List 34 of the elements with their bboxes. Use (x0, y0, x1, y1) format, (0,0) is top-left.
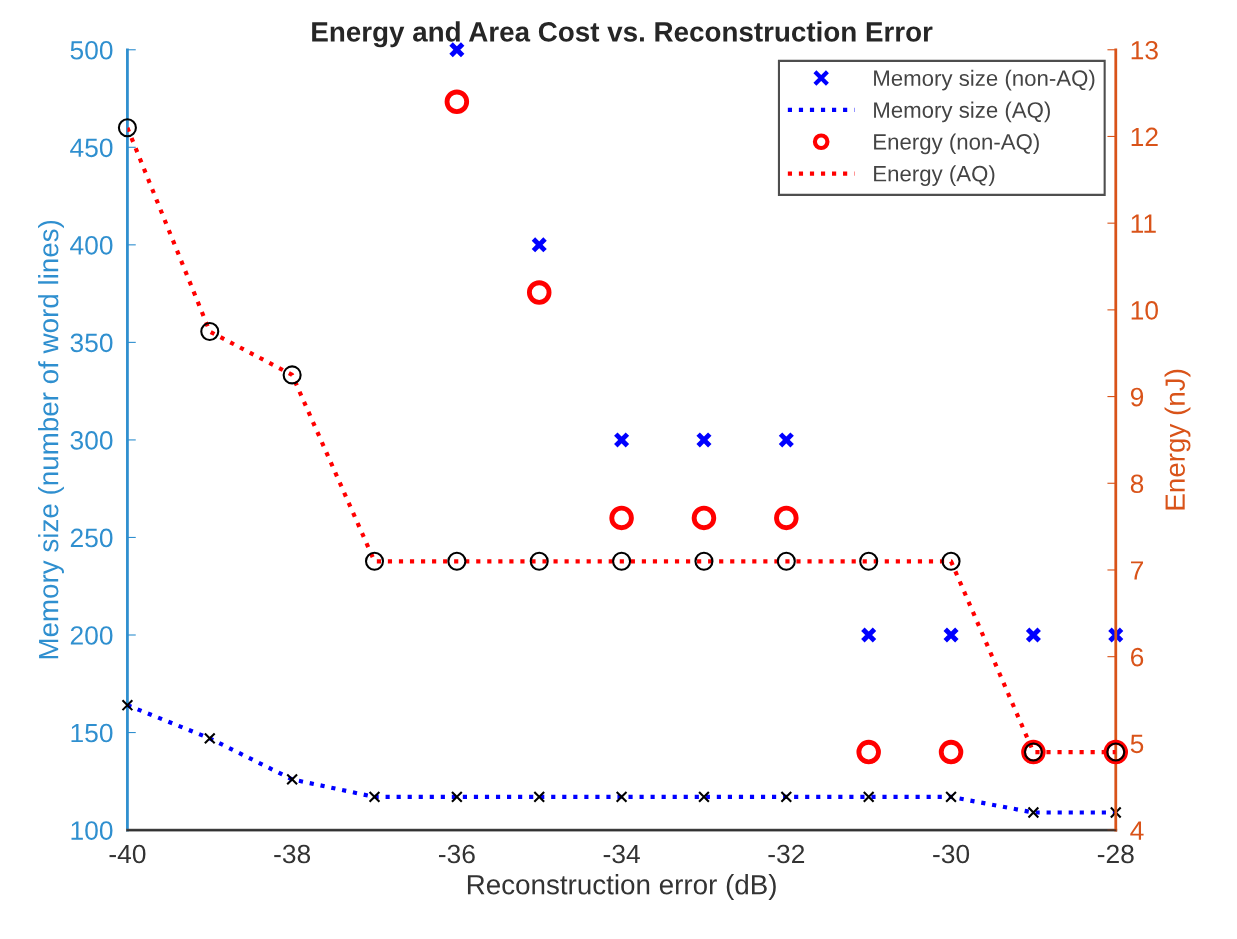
x-tick-label: -38 (274, 844, 311, 864)
legend-label: Energy (AQ) (874, 165, 995, 186)
y-tick-label: 350 (70, 333, 113, 353)
x-tick-label: -30 (933, 844, 970, 864)
y2-tick-label: 7 (1131, 561, 1144, 580)
y-axis-title: Memory size (number of word lines) (38, 220, 64, 659)
x-tick-label: -36 (438, 844, 475, 864)
x-axis-title: Reconstruction error (dB) (467, 874, 776, 900)
y-tick-label: 150 (71, 723, 113, 743)
x-tick-label: -34 (603, 844, 640, 864)
y2-tick-label: 5 (1130, 734, 1144, 754)
y2-tick-label: 8 (1130, 474, 1144, 494)
y-tick-label: 450 (70, 138, 113, 158)
y-tick-label: 500 (70, 40, 113, 60)
y2-tick-label: 11 (1131, 214, 1156, 233)
chart-title: Energy and Area Cost vs. Reconstruction Error (312, 21, 933, 48)
legend-label: Energy (non-AQ) (874, 133, 1039, 155)
legend-label: Memory size (AQ) (874, 101, 1050, 123)
legend-label: Memory size (non-AQ) (874, 69, 1095, 91)
x-tick-label: -32 (768, 844, 805, 864)
y-tick-label: 100 (71, 821, 113, 840)
x-tick-label: -40 (109, 844, 146, 864)
y-tick-label: 300 (70, 431, 113, 450)
y2-tick-label: 6 (1131, 647, 1144, 667)
y-tick-label: 400 (70, 235, 113, 255)
y2-tick-label: 12 (1131, 127, 1158, 147)
x-tick-label: -28 (1097, 844, 1134, 864)
y2-tick-label: 13 (1131, 40, 1158, 60)
y2-tick-label: 9 (1130, 387, 1144, 407)
y-tick-label: 250 (70, 528, 113, 548)
y2-tick-label: 4 (1130, 821, 1144, 840)
y-tick-label: 200 (70, 626, 113, 645)
y2-tick-label: 10 (1131, 301, 1158, 320)
y2-axis-title: Energy (nJ) (1164, 369, 1191, 510)
